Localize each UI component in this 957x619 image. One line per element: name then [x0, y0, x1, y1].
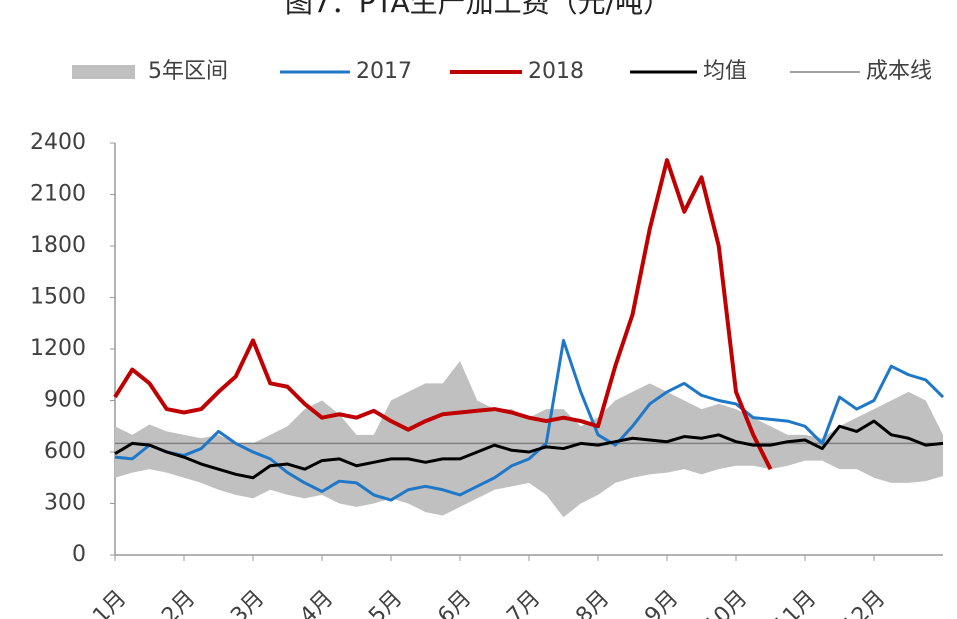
line: [114, 419, 944, 480]
y-tick-label: 600: [44, 439, 86, 464]
y-tick-label: 1800: [30, 233, 86, 258]
line: [113, 158, 773, 471]
legend-label: 5年区间: [148, 59, 228, 84]
y-tick-label: 300: [44, 491, 86, 516]
x-tick-label: 4月: [295, 586, 338, 619]
x-tick-label: 7月: [502, 586, 545, 619]
x-tick-label: 11月: [768, 586, 821, 619]
y-tick-label: 900: [44, 388, 86, 413]
y-tick-label: 2100: [30, 182, 86, 207]
y-tick-label: 1500: [30, 285, 86, 310]
legend-label: 2017: [356, 59, 412, 84]
legend-label: 均值: [703, 59, 747, 84]
x-tick-label: 9月: [640, 586, 683, 619]
x-tick-label: 6月: [433, 586, 476, 619]
y-tick-label: 1200: [30, 336, 86, 361]
x-tick-label: 8月: [571, 586, 614, 619]
x-tick-label: 10月: [699, 586, 752, 619]
y-tick-label: 2400: [30, 130, 86, 155]
x-tick-label: 1月: [88, 586, 131, 619]
x-tick-label: 3月: [226, 586, 269, 619]
x-tick-label: 5月: [364, 586, 407, 619]
legend-label: 2018: [528, 59, 584, 84]
x-tick-label: 2月: [157, 586, 200, 619]
legend-swatch: [72, 65, 135, 79]
line: [114, 338, 945, 502]
range-band: [115, 361, 943, 518]
x-tick-label: 12月: [837, 586, 890, 619]
chart-title: 图7：PTA生产加工费（元/吨）: [285, 0, 671, 19]
y-tick-label: 0: [72, 542, 86, 567]
legend-label: 成本线: [866, 59, 932, 84]
